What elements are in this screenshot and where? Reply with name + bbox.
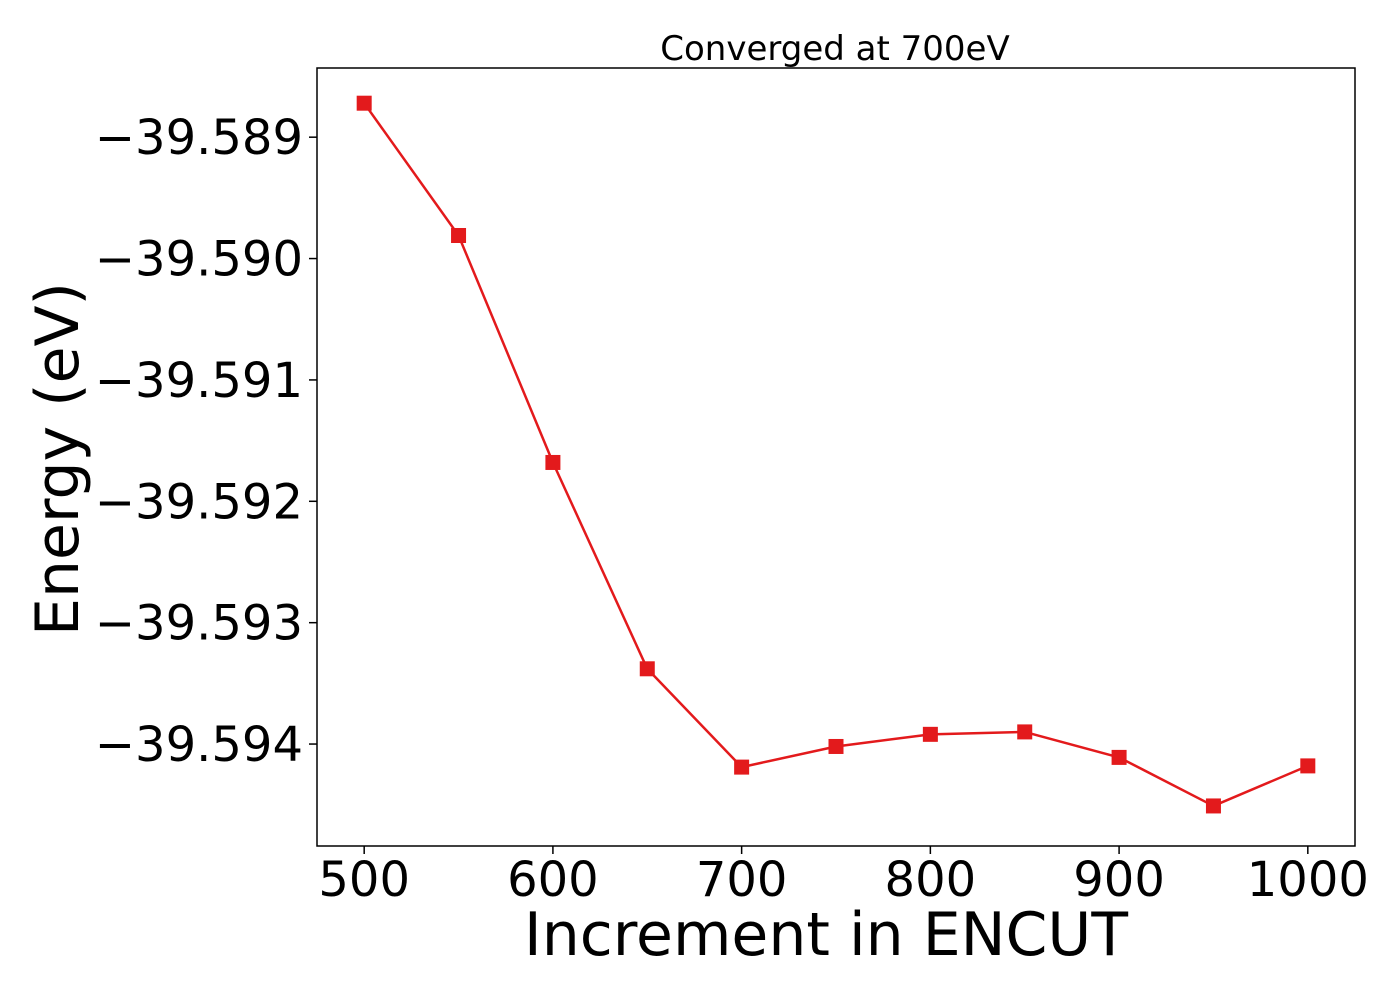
data-point xyxy=(451,227,467,243)
y-tick-label: −39.590 xyxy=(95,232,303,288)
data-point xyxy=(1111,749,1127,765)
x-tick-label: 1000 xyxy=(1247,852,1369,908)
x-tick-label: 700 xyxy=(696,852,788,908)
x-tick-label: 800 xyxy=(885,852,977,908)
y-tick-label: −39.589 xyxy=(95,110,303,166)
data-point xyxy=(734,759,750,775)
x-tick-label: 600 xyxy=(507,852,599,908)
x-tick-label: 900 xyxy=(1073,852,1165,908)
data-point xyxy=(828,738,844,754)
data-point xyxy=(356,95,372,111)
data-point xyxy=(1017,724,1033,740)
y-tick-label: −39.594 xyxy=(95,717,303,773)
x-axis-title: Increment in ENCUT xyxy=(524,900,1128,970)
y-axis: −39.589 −39.590 −39.591 −39.592 −39.593 −39.5… xyxy=(95,110,317,773)
plot-frame xyxy=(316,67,1356,847)
data-point xyxy=(1205,798,1221,814)
y-tick-label: −39.592 xyxy=(95,474,303,530)
y-tick-label: −39.593 xyxy=(95,596,303,652)
series-group xyxy=(356,95,1316,814)
series-line xyxy=(363,102,1309,808)
data-point xyxy=(1300,758,1316,774)
x-axis: 500 600 700 800 900 1000 xyxy=(318,846,1369,908)
chart-title: Converged at 700eV xyxy=(660,29,1009,69)
data-point xyxy=(639,661,655,677)
x-tick-label: 500 xyxy=(318,852,410,908)
y-tick-label: −39.591 xyxy=(95,353,303,409)
data-point xyxy=(545,454,561,470)
data-point xyxy=(922,726,938,742)
y-axis-title: Energy (eV) xyxy=(23,282,93,636)
